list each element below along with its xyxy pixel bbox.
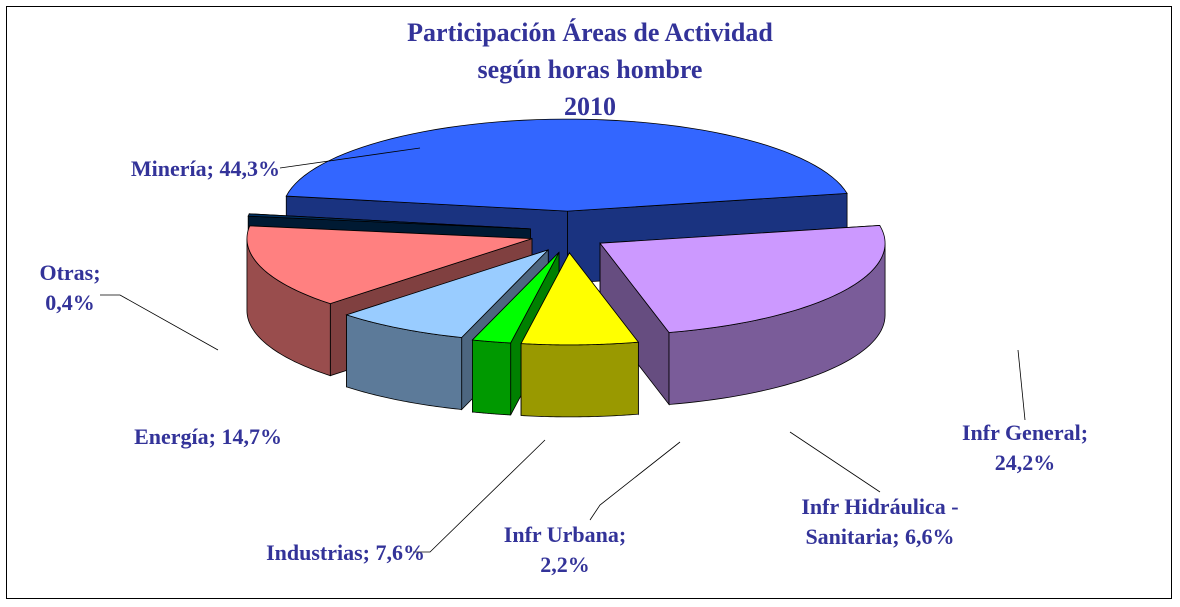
- slice: [599, 225, 886, 406]
- data-label: Industrias; 7,6%: [266, 540, 425, 565]
- data-label: Infr Urbana; 2,2%: [503, 522, 627, 577]
- leader-line: [589, 441, 681, 521]
- data-label: Infr General; 24,2%: [961, 420, 1089, 475]
- slice-top: [599, 225, 886, 333]
- slice-top: [285, 118, 848, 212]
- data-label: Energía; 14,7%: [134, 424, 282, 449]
- leader-line: [789, 431, 881, 493]
- leader-line: [1017, 349, 1026, 421]
- slice-wall: [472, 339, 512, 416]
- leader-line: [100, 294, 219, 351]
- data-label: Otras; 0,4%: [39, 260, 101, 315]
- data-label: Infr Hidráulica - Sanitaria; 6,6%: [801, 494, 959, 549]
- chart-title: Participación Áreas de Actividad según h…: [407, 18, 773, 121]
- leader-line: [279, 147, 421, 169]
- slice-top: [246, 225, 533, 305]
- slice-top: [345, 249, 549, 338]
- chart-frame: [6, 6, 1172, 599]
- slice-top: [247, 213, 531, 230]
- data-label: Minería; 44,3%: [130, 156, 280, 181]
- leader-line: [413, 439, 546, 553]
- slice-wall: [520, 341, 639, 418]
- slice-top: [471, 252, 560, 344]
- slice: [520, 251, 640, 418]
- slice-top: [520, 252, 640, 346]
